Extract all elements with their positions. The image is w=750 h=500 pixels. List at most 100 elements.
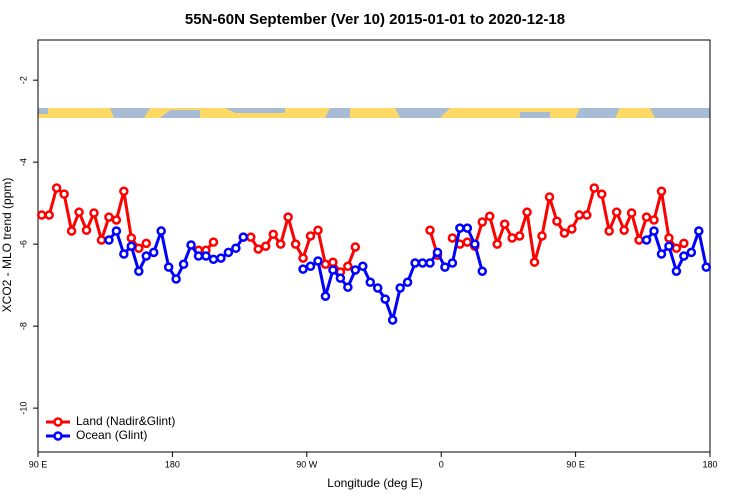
data-point [544,192,555,202]
data-point [134,243,144,254]
data-point [298,264,308,274]
x-axis-label: Longitude (deg E) [327,476,422,490]
data-point [81,225,92,235]
data-point [477,217,488,227]
plot-frame [37,39,711,453]
data-point [671,243,682,254]
data-point [275,239,286,249]
data-point [656,186,667,197]
data-point [328,265,338,275]
y-axis-label: XCO2 - MLO trend (ppm) [0,178,14,313]
data-point [522,207,532,217]
data-point [74,207,84,217]
data-point [641,235,652,245]
data-point [641,212,652,222]
data-point [163,262,174,272]
data-point [148,247,159,258]
data-point [313,225,323,235]
x-tick-label: 90 E [29,459,48,469]
data-point [425,225,435,235]
legend-label: Land (Nadir&Glint) [76,414,175,428]
data-point [432,247,443,258]
data-point [634,235,644,245]
data-point [679,238,689,249]
data-point [649,226,659,236]
data-point [358,261,368,272]
data-point [156,226,166,236]
data-point [559,228,570,238]
data-point [499,219,510,229]
data-point [36,210,47,220]
data-point [141,251,152,261]
data-point [51,183,62,193]
chart-title: 55N-60N September (Ver 10) 2015-01-01 to… [185,11,565,28]
data-point [141,238,152,249]
y-tick-label: -4 [18,158,28,166]
y-tick-label: -2 [18,76,28,84]
data-point [104,212,114,222]
data-point [455,223,465,233]
data-point [567,224,577,234]
data-point [313,256,323,266]
data-point [44,210,54,220]
x-tick-label: 0 [439,459,444,469]
data-point [119,249,129,259]
data-point [283,212,293,222]
map-strip [38,108,710,118]
data-point [619,225,629,235]
legend-marker [53,431,63,441]
data-point [574,210,585,220]
data-point [701,262,712,272]
data-point [447,233,458,243]
data-point [447,258,458,268]
data-point [596,189,607,199]
data-point [201,251,211,261]
legend-label: Ocean (Glint) [76,428,147,442]
data-point [134,266,144,276]
data-point [671,266,682,276]
data-point [582,210,592,220]
data-point [589,183,600,193]
data-point [649,215,659,225]
data-point [395,283,405,293]
data-point [417,258,428,268]
x-tick-label: 90 E [566,459,585,469]
legend-marker [53,417,63,427]
data-point [171,274,181,284]
data-point [238,232,249,242]
data-point [552,216,562,226]
data-point [350,242,361,252]
data-point [119,186,129,197]
data-point [664,241,674,251]
data-point [253,244,264,254]
data-point [604,226,614,236]
y-tick-label: -6 [18,240,28,248]
data-point [425,258,435,268]
data-point [186,240,196,250]
x-tick-label: 90 W [296,459,318,469]
data-point [320,291,331,301]
data-point [305,231,316,241]
data-point [178,259,189,269]
data-point [686,247,697,258]
data-point [111,226,122,236]
data-point [305,261,316,272]
data-point [208,254,219,265]
data-point [529,257,540,267]
data-point [679,251,689,261]
data-point [664,233,674,243]
y-tick-label: -10 [18,402,28,415]
data-point [611,207,622,217]
data-point [216,253,226,263]
data-point [492,239,502,249]
data-point [656,249,667,259]
data-point [96,235,107,245]
data-point [193,251,204,261]
x-tick-label: 180 [165,459,180,469]
data-point [231,243,241,254]
data-point [89,208,99,218]
y-tick-label: -8 [18,322,28,330]
data-point [365,277,376,288]
data-point [507,233,517,243]
data-point [59,189,69,199]
